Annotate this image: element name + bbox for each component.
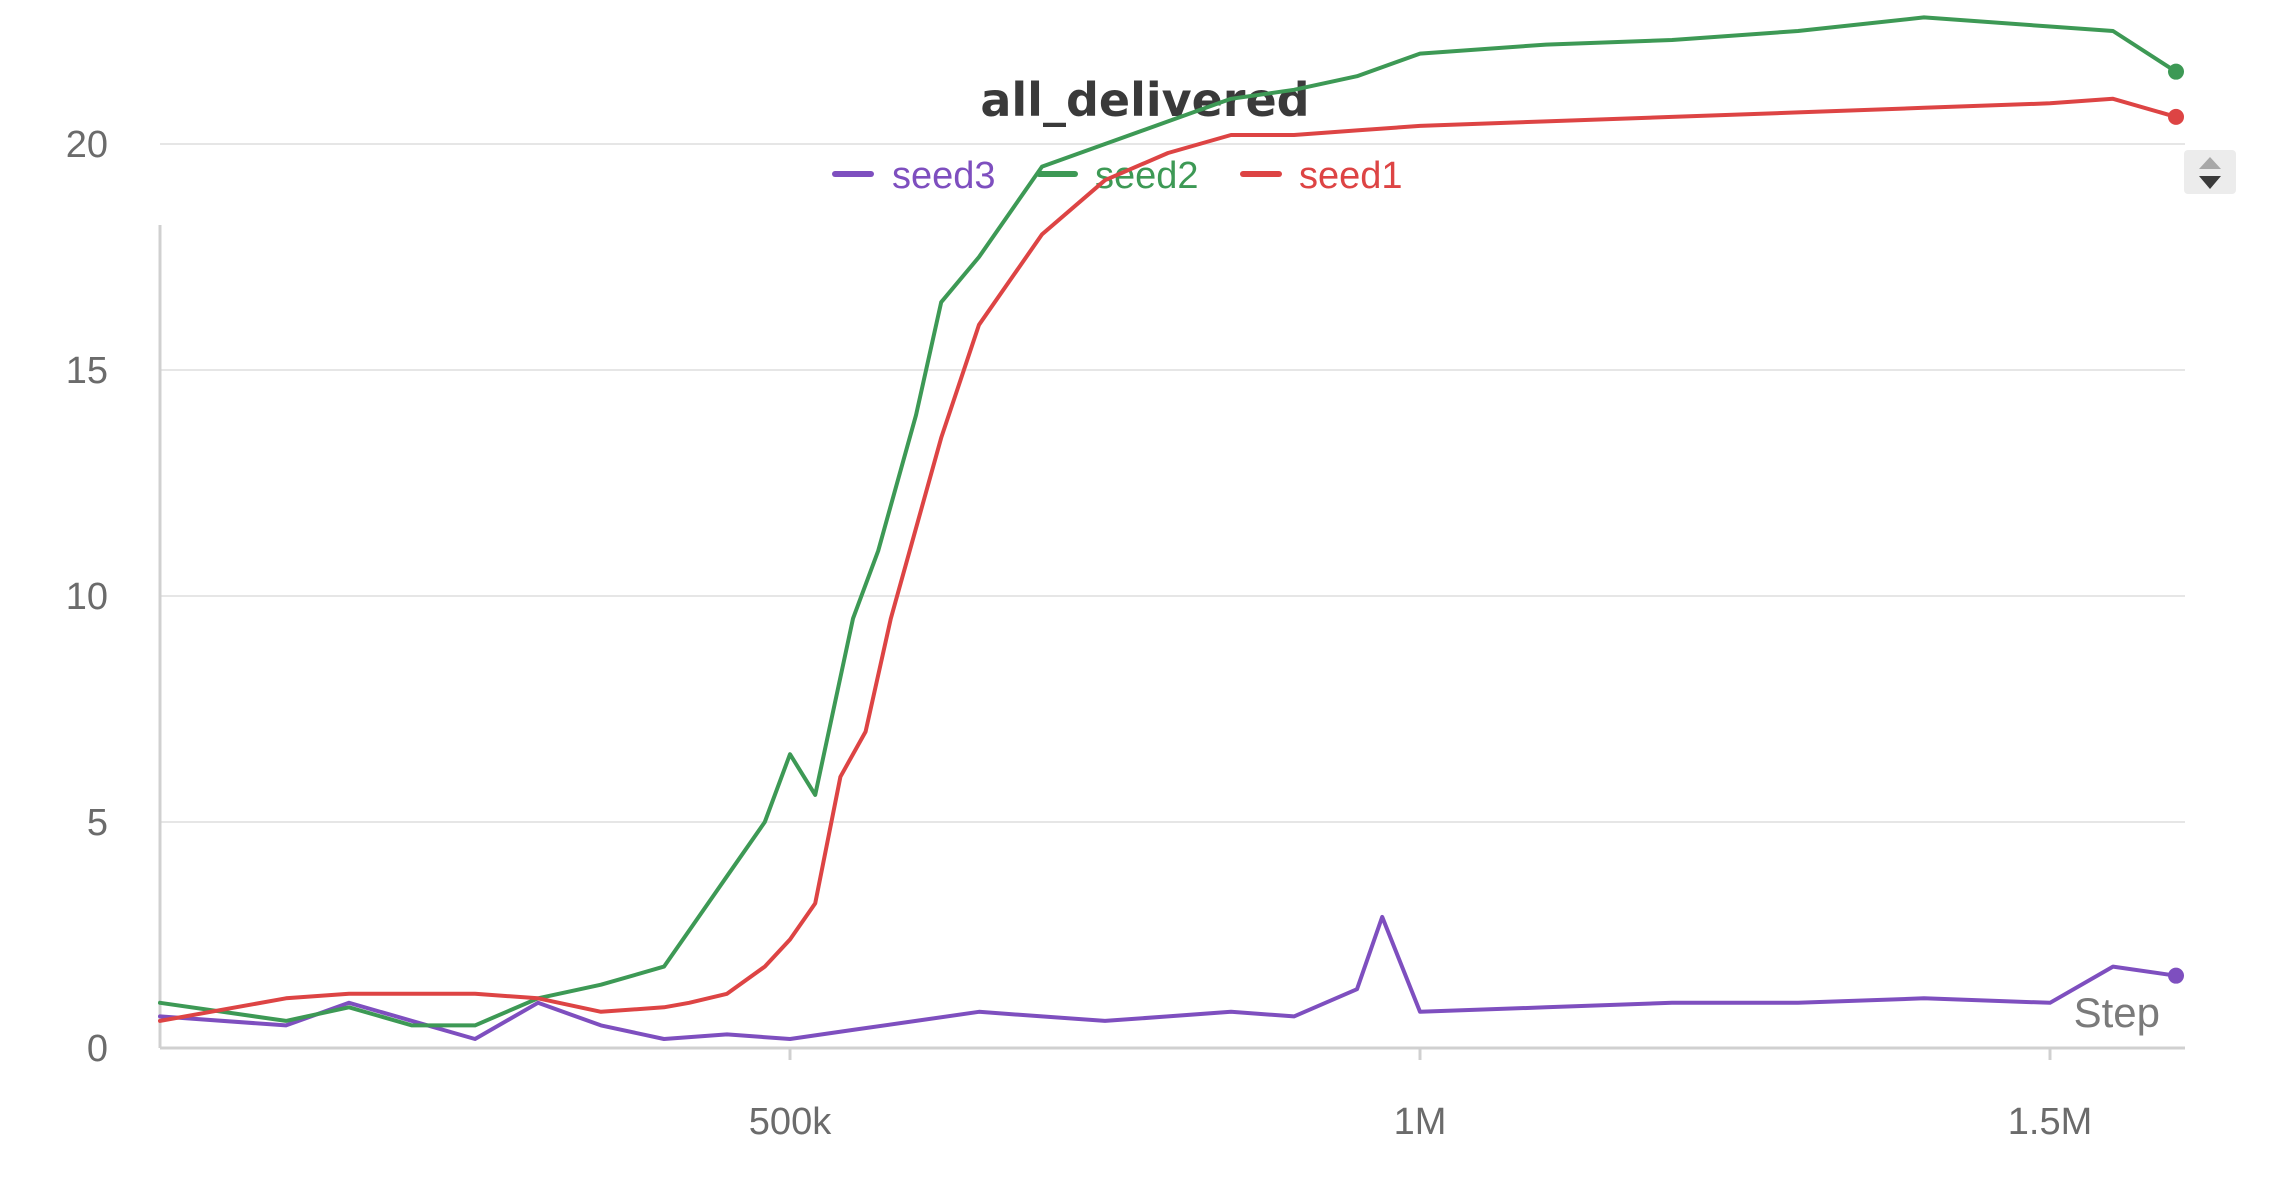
series-end-point-seed2 [2168,63,2184,80]
legend-scroll-bg [2184,150,2236,194]
legend-item-seed3[interactable]: seed3 [832,155,996,197]
series-end-point-seed1 [2168,108,2184,125]
x-tick-label: 1.5M [2008,1101,2092,1143]
y-tick-label: 20 [66,124,108,166]
legend-label: seed3 [892,155,996,197]
chevron-down-icon[interactable] [2199,176,2221,189]
series [158,15,2184,1041]
legend-item-seed1[interactable]: seed1 [1240,155,1403,197]
y-tick-label: 15 [66,350,108,392]
tick-labels: 0 5 10 15 20 500k 1M 1.5M [66,124,2093,1143]
chevron-up-icon[interactable] [2199,157,2221,169]
y-tick-label: 0 [87,1028,108,1070]
legend-label: seed1 [1299,155,1403,197]
x-tick-label: 1M [1394,1101,1447,1143]
series-end-point-seed3 [2168,967,2184,984]
y-tick-label: 5 [87,802,108,844]
series-line-seed2 [158,15,2178,1028]
grid [160,143,2185,1060]
chart-title: all_delivered [980,73,1309,127]
x-axis-label: Step [2074,989,2160,1036]
legend-scroll-control[interactable] [2184,150,2236,194]
series-line-seed3 [158,914,2178,1041]
axes [158,225,2185,1050]
x-tick-label: 500k [749,1101,832,1143]
series-line-seed1 [158,96,2178,1023]
y-tick-label: 10 [66,576,108,618]
